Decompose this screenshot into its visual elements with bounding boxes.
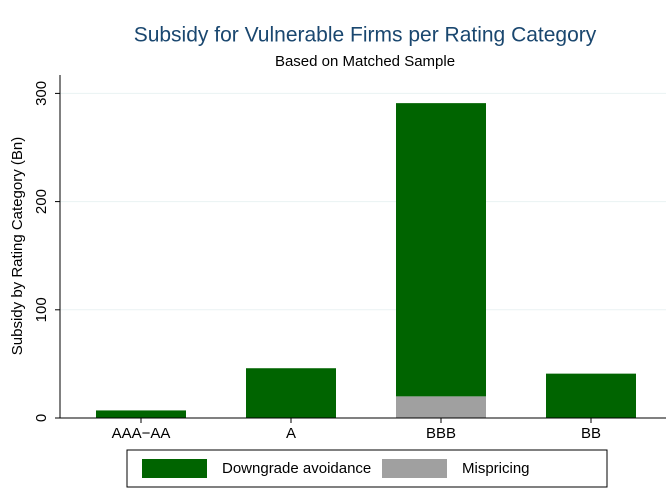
- chart-title: Subsidy for Vulnerable Firms per Rating …: [134, 24, 597, 47]
- y-tick-label: 200: [33, 189, 50, 214]
- legend-label: Mispricing: [462, 460, 530, 477]
- chart-subtitle: Based on Matched Sample: [275, 53, 455, 70]
- y-axis-label: Subsidy by Rating Category (Bn): [9, 137, 26, 355]
- y-tick-label: 0: [33, 414, 50, 422]
- x-tick-label: BB: [581, 425, 601, 442]
- bar-segment: [546, 373, 636, 418]
- x-tick-label: AAA−AA: [112, 425, 171, 442]
- bar-segment: [96, 410, 186, 418]
- x-tick-label: BBB: [426, 425, 456, 442]
- y-tick-label: 100: [33, 297, 50, 322]
- legend-swatch: [142, 459, 207, 478]
- bar-segment: [396, 396, 486, 418]
- legend-swatch: [382, 459, 447, 478]
- y-tick-label: 300: [33, 81, 50, 106]
- legend-label: Downgrade avoidance: [222, 460, 371, 477]
- x-tick-label: A: [286, 425, 296, 442]
- bar-segment: [396, 103, 486, 397]
- bar-segment: [246, 368, 336, 418]
